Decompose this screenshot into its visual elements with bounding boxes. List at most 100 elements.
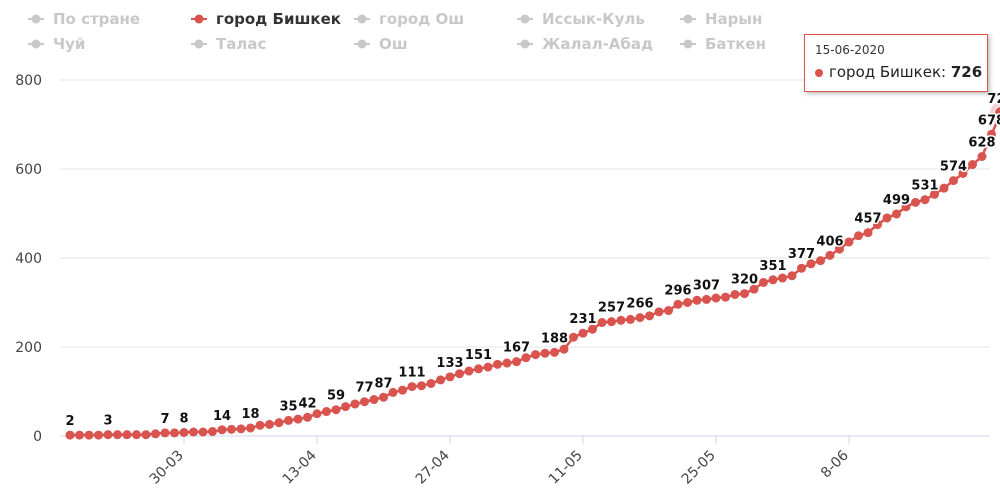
data-point[interactable]: [683, 298, 692, 307]
data-point[interactable]: [388, 387, 398, 397]
legend-item[interactable]: город Ош: [354, 10, 464, 28]
data-point[interactable]: [607, 317, 616, 327]
data-point[interactable]: [531, 350, 540, 360]
data-point[interactable]: [84, 430, 94, 440]
data-point[interactable]: [255, 420, 265, 430]
legend-item[interactable]: Чуй: [28, 35, 85, 53]
data-point[interactable]: [464, 366, 474, 376]
data-point[interactable]: [873, 220, 882, 230]
data-point[interactable]: [75, 430, 84, 440]
data-point[interactable]: [787, 271, 797, 281]
data-point[interactable]: [711, 293, 721, 303]
data-point[interactable]: [208, 427, 217, 437]
data-point[interactable]: [455, 369, 464, 379]
data-point[interactable]: [854, 231, 863, 241]
data-point[interactable]: [113, 430, 122, 440]
data-point[interactable]: [379, 392, 388, 402]
data-point[interactable]: [322, 407, 331, 417]
data-point[interactable]: [911, 197, 920, 207]
data-point[interactable]: [369, 395, 379, 405]
data-point[interactable]: [65, 430, 75, 440]
data-point[interactable]: [635, 313, 645, 323]
data-point[interactable]: [664, 306, 673, 316]
data-point[interactable]: [550, 347, 559, 357]
data-point[interactable]: [768, 275, 778, 285]
data-point[interactable]: [512, 357, 521, 367]
data-point[interactable]: [331, 405, 341, 415]
data-point[interactable]: [578, 328, 588, 338]
data-point[interactable]: [806, 259, 816, 269]
data-point[interactable]: [654, 307, 664, 317]
data-point[interactable]: [179, 427, 189, 437]
data-point[interactable]: [825, 250, 835, 260]
data-point[interactable]: [597, 318, 607, 328]
data-point[interactable]: [835, 244, 844, 254]
data-point[interactable]: [284, 415, 293, 425]
data-point[interactable]: [968, 160, 977, 170]
data-point[interactable]: [759, 277, 768, 287]
data-point[interactable]: [994, 106, 1000, 120]
data-point[interactable]: [198, 427, 208, 437]
data-point[interactable]: [246, 423, 255, 433]
data-point[interactable]: [122, 430, 132, 440]
data-point[interactable]: [626, 314, 635, 324]
data-point[interactable]: [882, 213, 892, 223]
data-point[interactable]: [170, 428, 179, 438]
data-point[interactable]: [445, 372, 455, 382]
data-point[interactable]: [274, 418, 284, 428]
data-point[interactable]: [350, 399, 360, 409]
data-point[interactable]: [483, 362, 493, 372]
legend-item[interactable]: Нарын: [680, 10, 762, 28]
data-point[interactable]: [892, 209, 901, 219]
legend-item[interactable]: Талас: [191, 35, 266, 53]
data-point[interactable]: [474, 364, 483, 374]
data-point[interactable]: [844, 237, 854, 247]
data-point[interactable]: [151, 429, 160, 439]
data-point[interactable]: [901, 202, 911, 212]
data-point[interactable]: [132, 430, 141, 440]
data-point[interactable]: [816, 256, 825, 266]
data-point[interactable]: [521, 353, 531, 363]
data-point[interactable]: [227, 424, 236, 434]
data-point[interactable]: [398, 385, 407, 395]
legend-item[interactable]: Баткен: [680, 35, 766, 53]
legend-item[interactable]: город Бишкек: [191, 10, 341, 28]
data-point[interactable]: [341, 402, 350, 412]
data-point[interactable]: [141, 430, 151, 440]
data-point[interactable]: [217, 425, 227, 435]
data-point[interactable]: [740, 289, 749, 299]
data-point[interactable]: [949, 176, 958, 186]
data-point[interactable]: [293, 414, 303, 424]
data-point[interactable]: [559, 344, 569, 354]
data-point[interactable]: [588, 324, 597, 334]
data-point[interactable]: [303, 412, 312, 422]
data-point[interactable]: [94, 430, 103, 440]
data-point[interactable]: [692, 295, 702, 305]
data-point[interactable]: [730, 289, 740, 299]
data-point[interactable]: [863, 228, 873, 238]
data-point[interactable]: [977, 152, 987, 162]
data-point[interactable]: [721, 292, 730, 302]
data-point[interactable]: [189, 427, 198, 437]
data-point[interactable]: [749, 284, 759, 294]
data-point[interactable]: [673, 299, 683, 309]
data-point[interactable]: [417, 381, 426, 391]
data-point[interactable]: [436, 375, 445, 385]
legend-item[interactable]: Жалал-Абад: [517, 35, 653, 53]
data-point[interactable]: [797, 263, 806, 273]
data-point[interactable]: [569, 332, 578, 342]
data-point[interactable]: [778, 273, 787, 283]
data-point[interactable]: [312, 409, 322, 419]
data-point[interactable]: [958, 168, 968, 178]
data-point[interactable]: [920, 195, 930, 205]
data-point[interactable]: [360, 397, 369, 407]
data-point[interactable]: [236, 424, 246, 434]
data-point[interactable]: [616, 315, 626, 325]
data-point[interactable]: [265, 419, 274, 429]
series-gorod-bishkek[interactable]: [65, 101, 1000, 440]
legend-item[interactable]: По стране: [28, 10, 140, 28]
data-point[interactable]: [702, 294, 711, 304]
data-point[interactable]: [502, 358, 512, 368]
data-point[interactable]: [645, 311, 654, 321]
data-point[interactable]: [426, 378, 436, 388]
